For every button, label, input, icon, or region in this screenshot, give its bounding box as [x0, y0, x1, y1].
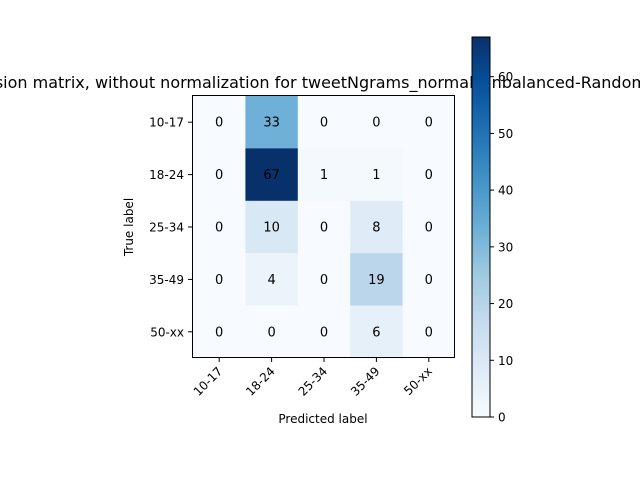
x-axis-ticks: 10-17 18-24 25-34 35-49 50-xx: [191, 358, 435, 399]
plot-frame: [192, 95, 455, 358]
cell-value-label: 0: [215, 325, 223, 340]
heatmap-cell: [297, 305, 351, 359]
heatmap-cell: [245, 148, 299, 202]
cell-value-label: 0: [215, 221, 223, 236]
heatmap-cell: [297, 253, 351, 307]
heatmap-cell: [245, 253, 299, 307]
colorbar-tick-label: 60: [498, 70, 513, 84]
y-tick-label: 18-24: [149, 168, 184, 182]
y-tick-label: 25-34: [149, 221, 184, 235]
cell-value-label: 1: [320, 168, 328, 183]
colorbar-tick-label: 50: [498, 127, 513, 141]
heatmap-cell: [402, 148, 456, 202]
heatmap-cell: [193, 96, 246, 149]
cell-value-label: 0: [320, 325, 328, 340]
cell-value-label: 1: [372, 168, 380, 183]
x-axis-label: Predicted label: [278, 412, 367, 426]
heatmap-cells: [193, 96, 456, 359]
heatmap-cell: [402, 253, 456, 307]
cell-value-label: 6: [372, 325, 380, 340]
cell-value-label: 0: [425, 273, 433, 288]
cell-value-label: 0: [425, 116, 433, 131]
x-tick-label: 35-49: [348, 364, 383, 399]
heatmap-cell: [297, 200, 351, 254]
cell-value-label: 0: [215, 116, 223, 131]
colorbar-tick-label: 10: [498, 354, 513, 368]
heatmap-cell: [350, 253, 404, 307]
heatmap-cell: [245, 305, 299, 359]
cell-value-label: 0: [215, 168, 223, 183]
colorbar: [471, 36, 491, 418]
heatmap-cell: [402, 200, 456, 254]
cell-value-label: 0: [425, 221, 433, 236]
heatmap-cell: [193, 305, 246, 359]
y-tick-label: 50-xx: [150, 325, 184, 339]
heatmap-cell: [297, 96, 351, 149]
heatmap-cell: [245, 96, 299, 149]
cell-value-label: 33: [263, 116, 280, 131]
y-tick-label: 10-17: [149, 116, 184, 130]
heatmap-cell: [350, 305, 404, 359]
heatmap-cell: [350, 200, 404, 254]
x-tick-label: 18-24: [243, 364, 278, 399]
y-axis-ticks: 10-17 18-24 25-34 35-49 50-xx: [149, 116, 192, 339]
heatmap-cell: [402, 96, 456, 149]
heatmap-cell: [297, 148, 351, 202]
cell-value-label: 19: [368, 273, 385, 288]
cell-value-label: 0: [215, 273, 223, 288]
cell-value-labels: 0 33 0 0 00 67 1 1 00 10 0 8 00 4 0 19 00 0 0 6 0: [215, 116, 433, 341]
heatmap-cell: [350, 148, 404, 202]
cell-value-label: 0: [320, 221, 328, 236]
colorbar-tick-label: 30: [498, 240, 513, 254]
heatmap-cell: [245, 200, 299, 254]
cell-value-label: 4: [267, 273, 275, 288]
cell-value-label: 67: [263, 168, 280, 183]
cell-value-label: 0: [425, 168, 433, 183]
colorbar-tick-label: 40: [498, 184, 513, 198]
heatmap-cell: [193, 253, 246, 307]
x-tick-label: 25-34: [296, 364, 331, 399]
cell-value-label: 8: [372, 221, 380, 236]
cell-value-label: 0: [320, 273, 328, 288]
cell-value-label: 0: [372, 116, 380, 131]
heatmap-cell: [193, 200, 246, 254]
cell-value-label: 0: [267, 325, 275, 340]
colorbar-ticks: 0 10 20 30 40 50 60: [490, 70, 513, 425]
cell-value-label: 10: [263, 221, 280, 236]
y-tick-label: 35-49: [149, 273, 184, 287]
colorbar-tick-label: 20: [498, 297, 513, 311]
cell-value-label: 0: [320, 116, 328, 131]
x-tick-label: 50-xx: [401, 364, 435, 398]
cell-value-label: 0: [425, 325, 433, 340]
heatmap-cell: [402, 305, 456, 359]
y-axis-label: True label: [122, 198, 136, 257]
chart-title: Confusion matrix, without normalization …: [0, 73, 640, 93]
heatmap-cell: [350, 96, 404, 149]
x-tick-label: 10-17: [191, 364, 226, 399]
colorbar-tick-label: 0: [498, 411, 506, 425]
heatmap-cell: [193, 148, 246, 202]
